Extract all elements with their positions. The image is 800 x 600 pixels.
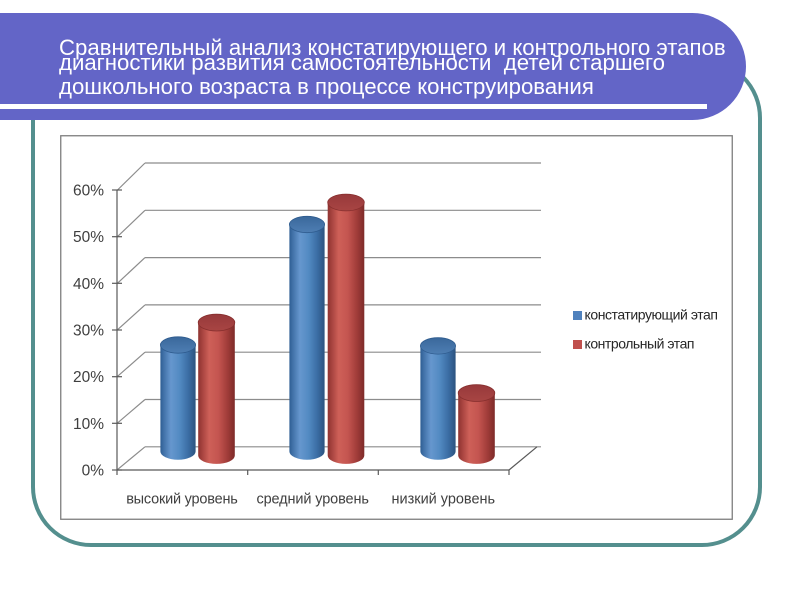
svg-text:10%: 10%: [73, 416, 104, 433]
svg-text:низкий уровень: низкий уровень: [392, 492, 496, 508]
svg-text:50%: 50%: [73, 229, 104, 246]
svg-text:0%: 0%: [82, 463, 105, 480]
svg-text:40%: 40%: [73, 276, 104, 293]
svg-text:средний уровень: средний уровень: [256, 492, 369, 508]
svg-text:20%: 20%: [73, 369, 104, 386]
svg-text:30%: 30%: [73, 323, 104, 340]
svg-text:констатирующий этап: констатирующий этап: [585, 307, 719, 323]
svg-text:60%: 60%: [73, 183, 104, 200]
svg-text:высокий уровень: высокий уровень: [126, 492, 238, 508]
svg-text:контрольный этап: контрольный этап: [585, 336, 695, 352]
